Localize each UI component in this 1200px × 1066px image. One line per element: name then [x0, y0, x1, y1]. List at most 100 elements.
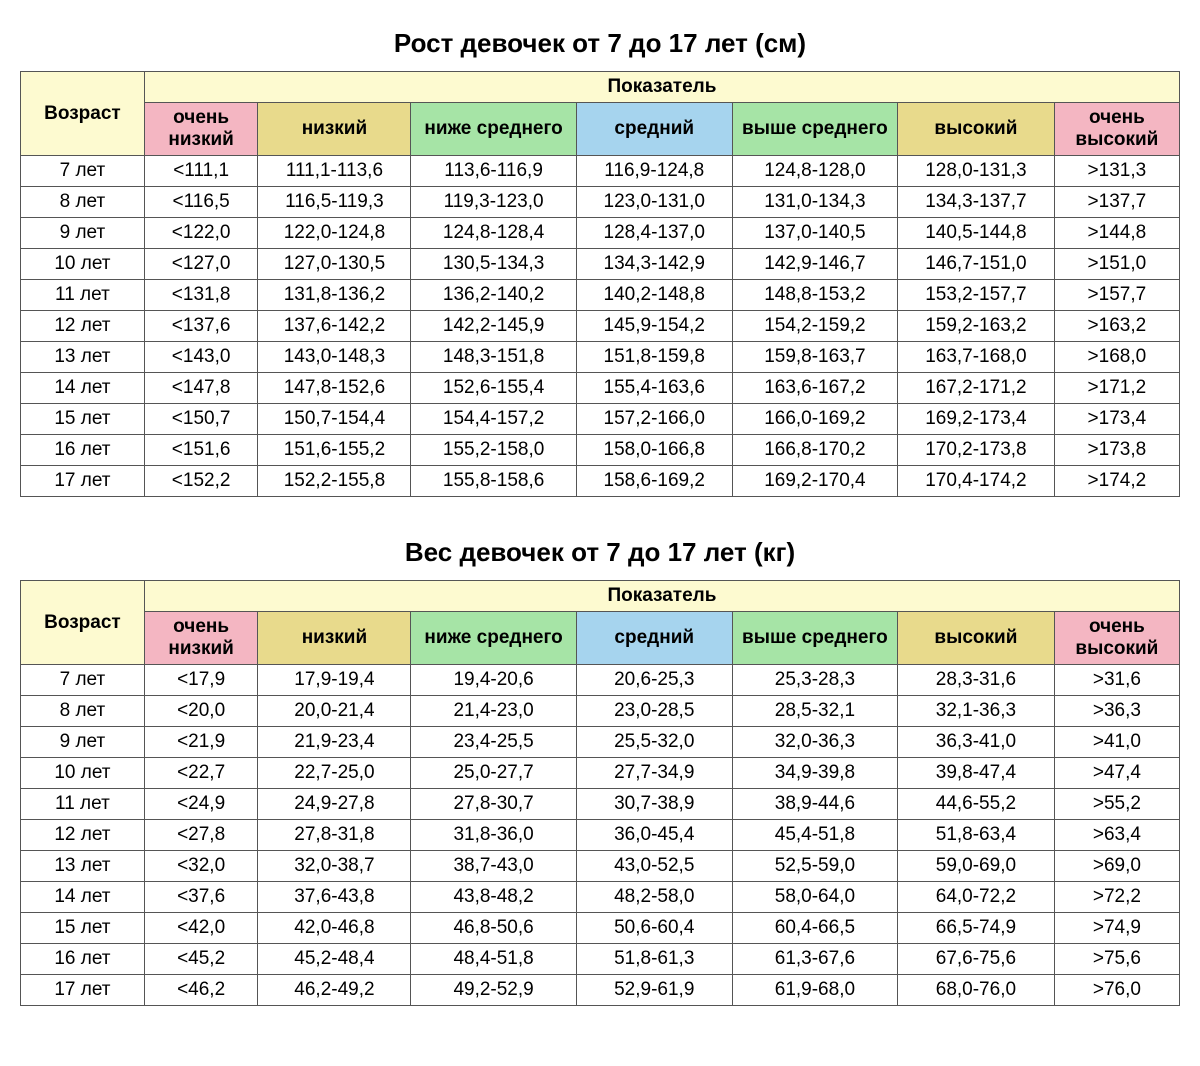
value-cell: 25,3-28,3	[732, 665, 897, 696]
table-row: 14 лет<147,8147,8-152,6152,6-155,4155,4-…	[21, 373, 1180, 404]
value-cell: 169,2-170,4	[732, 466, 897, 497]
value-cell: <24,9	[144, 789, 258, 820]
value-cell: 25,0-27,7	[411, 758, 576, 789]
table-row: 14 лет<37,637,6-43,843,8-48,248,2-58,058…	[21, 882, 1180, 913]
table-row: 17 лет<152,2152,2-155,8155,8-158,6158,6-…	[21, 466, 1180, 497]
value-cell: 21,9-23,4	[258, 727, 411, 758]
value-cell: 52,9-61,9	[576, 975, 732, 1006]
value-cell: >171,2	[1054, 373, 1179, 404]
table-title: Рост девочек от 7 до 17 лет (см)	[20, 28, 1180, 59]
value-cell: 163,6-167,2	[732, 373, 897, 404]
value-cell: 24,9-27,8	[258, 789, 411, 820]
value-cell: 42,0-46,8	[258, 913, 411, 944]
value-cell: 44,6-55,2	[898, 789, 1055, 820]
value-cell: 66,5-74,9	[898, 913, 1055, 944]
value-cell: 142,2-145,9	[411, 311, 576, 342]
value-cell: 43,8-48,2	[411, 882, 576, 913]
table-row: 15 лет<42,042,0-46,846,8-50,650,6-60,460…	[21, 913, 1180, 944]
value-cell: 37,6-43,8	[258, 882, 411, 913]
age-cell: 13 лет	[21, 342, 145, 373]
value-cell: 49,2-52,9	[411, 975, 576, 1006]
value-cell: >76,0	[1054, 975, 1179, 1006]
table-row: 13 лет<143,0143,0-148,3148,3-151,8151,8-…	[21, 342, 1180, 373]
value-cell: 116,5-119,3	[258, 187, 411, 218]
category-header: высокий	[898, 103, 1055, 156]
value-cell: >173,4	[1054, 404, 1179, 435]
value-cell: <42,0	[144, 913, 258, 944]
table-row: 10 лет<127,0127,0-130,5130,5-134,3134,3-…	[21, 249, 1180, 280]
table-row: 12 лет<27,827,8-31,831,8-36,036,0-45,445…	[21, 820, 1180, 851]
value-cell: 155,4-163,6	[576, 373, 732, 404]
value-cell: 25,5-32,0	[576, 727, 732, 758]
value-cell: 23,4-25,5	[411, 727, 576, 758]
table-row: 15 лет<150,7150,7-154,4154,4-157,2157,2-…	[21, 404, 1180, 435]
value-cell: >131,3	[1054, 156, 1179, 187]
age-cell: 10 лет	[21, 758, 145, 789]
value-cell: 38,7-43,0	[411, 851, 576, 882]
value-cell: <150,7	[144, 404, 258, 435]
value-cell: 36,3-41,0	[898, 727, 1055, 758]
category-header: очень низкий	[144, 103, 258, 156]
age-cell: 13 лет	[21, 851, 145, 882]
value-cell: 21,4-23,0	[411, 696, 576, 727]
value-cell: <46,2	[144, 975, 258, 1006]
value-cell: 146,7-151,0	[898, 249, 1055, 280]
age-cell: 17 лет	[21, 466, 145, 497]
table-row: 13 лет<32,032,0-38,738,7-43,043,0-52,552…	[21, 851, 1180, 882]
value-cell: 155,8-158,6	[411, 466, 576, 497]
value-cell: <151,6	[144, 435, 258, 466]
value-cell: >151,0	[1054, 249, 1179, 280]
value-cell: 167,2-171,2	[898, 373, 1055, 404]
value-cell: 152,6-155,4	[411, 373, 576, 404]
value-cell: 148,3-151,8	[411, 342, 576, 373]
table-row: 9 лет<122,0122,0-124,8124,8-128,4128,4-1…	[21, 218, 1180, 249]
age-header: Возраст	[21, 72, 145, 156]
data-table: ВозрастПоказательочень низкийнизкийниже …	[20, 71, 1180, 497]
value-cell: 127,0-130,5	[258, 249, 411, 280]
table-row: 16 лет<45,245,2-48,448,4-51,851,8-61,361…	[21, 944, 1180, 975]
value-cell: 48,4-51,8	[411, 944, 576, 975]
value-cell: >72,2	[1054, 882, 1179, 913]
value-cell: 68,0-76,0	[898, 975, 1055, 1006]
value-cell: 147,8-152,6	[258, 373, 411, 404]
value-cell: 27,8-31,8	[258, 820, 411, 851]
age-cell: 11 лет	[21, 789, 145, 820]
table-row: 16 лет<151,6151,6-155,2155,2-158,0158,0-…	[21, 435, 1180, 466]
value-cell: 51,8-61,3	[576, 944, 732, 975]
value-cell: 142,9-146,7	[732, 249, 897, 280]
value-cell: 134,3-137,7	[898, 187, 1055, 218]
header-row: ВозрастПоказатель	[21, 72, 1180, 103]
value-cell: 52,5-59,0	[732, 851, 897, 882]
table-row: 11 лет<131,8131,8-136,2136,2-140,2140,2-…	[21, 280, 1180, 311]
age-cell: 12 лет	[21, 311, 145, 342]
value-cell: 134,3-142,9	[576, 249, 732, 280]
age-cell: 9 лет	[21, 727, 145, 758]
value-cell: <131,8	[144, 280, 258, 311]
value-cell: 122,0-124,8	[258, 218, 411, 249]
value-cell: 20,0-21,4	[258, 696, 411, 727]
value-cell: 131,0-134,3	[732, 187, 897, 218]
value-cell: 153,2-157,7	[898, 280, 1055, 311]
value-cell: <122,0	[144, 218, 258, 249]
category-header: очень высокий	[1054, 612, 1179, 665]
data-table: ВозрастПоказательочень низкийнизкийниже …	[20, 580, 1180, 1006]
value-cell: 157,2-166,0	[576, 404, 732, 435]
value-cell: 148,8-153,2	[732, 280, 897, 311]
value-cell: 140,2-148,8	[576, 280, 732, 311]
value-cell: 23,0-28,5	[576, 696, 732, 727]
value-cell: 137,0-140,5	[732, 218, 897, 249]
age-header: Возраст	[21, 581, 145, 665]
header-row: ВозрастПоказатель	[21, 581, 1180, 612]
value-cell: >144,8	[1054, 218, 1179, 249]
value-cell: <152,2	[144, 466, 258, 497]
age-cell: 8 лет	[21, 187, 145, 218]
value-cell: <20,0	[144, 696, 258, 727]
value-cell: 111,1-113,6	[258, 156, 411, 187]
category-header: очень низкий	[144, 612, 258, 665]
value-cell: 58,0-64,0	[732, 882, 897, 913]
value-cell: >137,7	[1054, 187, 1179, 218]
value-cell: <21,9	[144, 727, 258, 758]
value-cell: 28,5-32,1	[732, 696, 897, 727]
value-cell: 137,6-142,2	[258, 311, 411, 342]
value-cell: 30,7-38,9	[576, 789, 732, 820]
